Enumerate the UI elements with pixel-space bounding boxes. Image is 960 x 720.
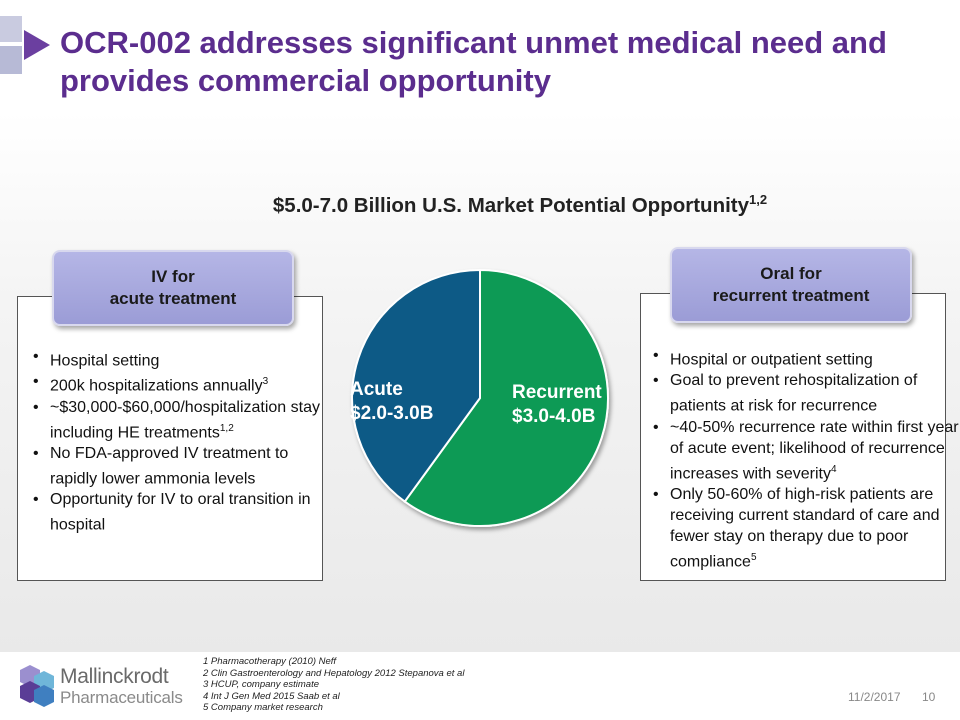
- footnote-3: 3 HCUP, company estimate: [203, 679, 319, 691]
- logo-wordmark: Mallinckrodt: [60, 665, 169, 688]
- list-item: Opportunity for IV to oral transition in…: [33, 489, 336, 535]
- market-heading-text: $5.0-7.0 Billion U.S. Market Potential O…: [272, 193, 750, 217]
- footnote-4: 4 Int J Gen Med 2015 Saab et al: [203, 690, 340, 702]
- oral-recurrent-tab-line1: Oral for: [760, 264, 822, 283]
- list-item: No FDA-approved IV treatment to rapidly …: [33, 443, 336, 489]
- pie-slice-acute: [351, 268, 481, 503]
- oral-recurrent-tab: Oral for recurrent treatment: [670, 247, 912, 323]
- bullet-footnote: 5: [750, 551, 757, 563]
- list-item: Hospital or outpatient setting: [653, 345, 960, 370]
- bullet-text: No FDA-approved IV treatment to rapidly …: [50, 444, 289, 488]
- pie-label-recurrent: Recurrent: [512, 382, 602, 403]
- footnote-1: 1 Pharmacotherapy (2010) Neff: [203, 656, 337, 667]
- pie-value-acute: $2.0-3.0B: [350, 403, 433, 424]
- pie-label-acute: Acute: [350, 379, 403, 400]
- iv-acute-tab: IV for acute treatment: [52, 250, 294, 326]
- bullet-text: Opportunity for IV to oral transition in…: [50, 491, 311, 534]
- market-pie-chart: Recurrent $3.0-4.0B Acute $2.0-3.0B: [350, 268, 609, 527]
- bullet-text: Hospital setting: [50, 352, 160, 370]
- iv-acute-tab-line2: acute treatment: [109, 289, 237, 308]
- corner-arrow-decoration: [0, 16, 50, 74]
- list-item: Only 50-60% of high-risk patients are re…: [653, 484, 960, 572]
- footnote-5: 5 Company market research: [203, 702, 323, 714]
- pie-slice-recurrent: [403, 268, 609, 527]
- footnotes: 1 Pharmacotherapy (2010) Neff 2 Clin Gas…: [203, 656, 603, 714]
- list-item: Goal to prevent rehospitalization of pat…: [653, 370, 960, 416]
- market-heading: $5.0-7.0 Billion U.S. Market Potential O…: [150, 192, 890, 218]
- right-bullet-list: Hospital or outpatient setting Goal to p…: [650, 345, 960, 572]
- logo-mark-icon: [20, 665, 54, 707]
- bullet-text: ~40-50% recurrence rate within first yea…: [670, 418, 959, 482]
- slide-date: 11/2/2017: [848, 690, 901, 704]
- list-item: ~$30,000-$60,000/hospitalization stay in…: [33, 397, 336, 443]
- oral-recurrent-tab-line2: recurrent treatment: [712, 286, 870, 305]
- left-bullet-list: Hospital setting 200k hospitalizations a…: [30, 346, 336, 536]
- list-item: 200k hospitalizations annually3: [33, 371, 336, 396]
- list-item: ~40-50% recurrence rate within first yea…: [653, 417, 960, 484]
- logo-subtitle: Pharmaceuticals: [60, 688, 183, 707]
- iv-acute-tab-line1: IV for: [151, 267, 195, 286]
- bullet-text: Goal to prevent rehospitalization of pat…: [670, 372, 918, 415]
- slide-title: OCR-002 addresses significant unmet medi…: [60, 25, 887, 98]
- pie-value-recurrent: $3.0-4.0B: [512, 406, 595, 427]
- company-logo: Mallinckrodt Pharmaceuticals: [18, 663, 183, 711]
- bullet-footnote: 1,2: [219, 422, 234, 434]
- list-item: Hospital setting: [33, 346, 336, 371]
- bullet-text: 200k hospitalizations annually: [50, 377, 263, 395]
- bullet-text: Only 50-60% of high-risk patients are re…: [670, 485, 940, 571]
- page-number: 10: [922, 690, 936, 704]
- bullet-text: ~$30,000-$60,000/hospitalization stay in…: [50, 398, 320, 441]
- bullet-text: Hospital or outpatient setting: [670, 351, 873, 369]
- bullet-footnote: 3: [262, 376, 269, 388]
- market-heading-footnote: 1,2: [749, 192, 768, 207]
- footnote-2: 2 Clin Gastroenterology and Hepatology 2…: [203, 667, 465, 679]
- bullet-footnote: 4: [830, 463, 837, 475]
